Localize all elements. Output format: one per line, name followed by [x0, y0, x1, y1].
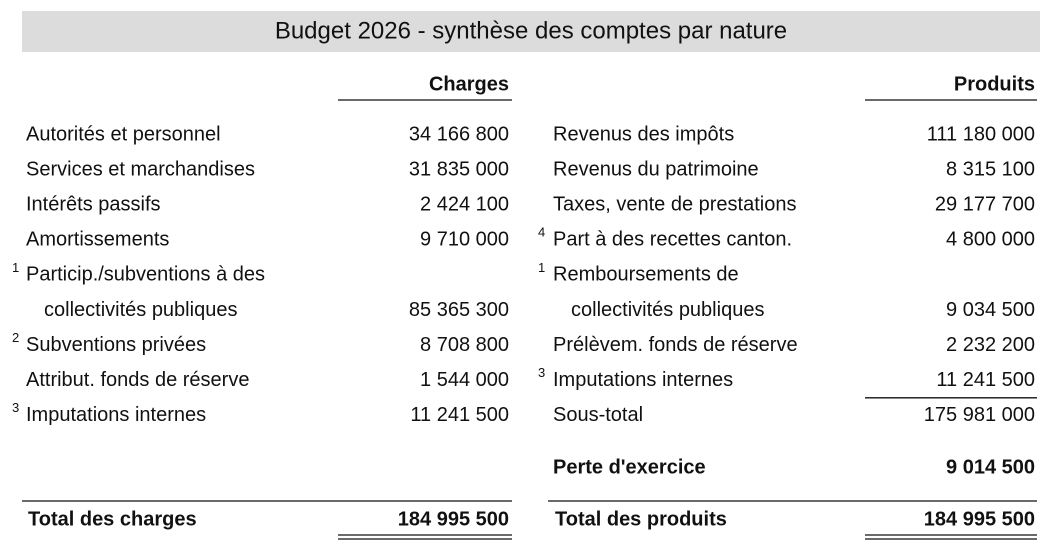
row-label: Taxes, vente de prestations — [553, 193, 796, 215]
row-label: Intérêts passifs — [26, 193, 161, 215]
row-amount: 2 232 200 — [946, 334, 1035, 356]
title-band — [22, 11, 1040, 52]
column-header: Charges — [429, 73, 509, 95]
footnote-ref: 4 — [538, 225, 545, 240]
title: Budget 2026 - synthèse des comptes par n… — [275, 17, 787, 44]
row-label: Imputations internes — [26, 404, 206, 426]
row-label: Subventions privées — [26, 334, 206, 356]
subtotal-label: Sous-total — [553, 404, 643, 426]
row-label: Revenus des impôts — [553, 123, 734, 145]
footnote-ref: 3 — [538, 365, 545, 380]
row-amount: 11 241 500 — [410, 404, 509, 426]
total-amount: 184 995 500 — [924, 508, 1035, 530]
total-label: Total des produits — [555, 508, 727, 530]
column-header: Produits — [954, 73, 1035, 95]
subtotal-amount: 175 981 000 — [924, 404, 1035, 426]
row-amount: 8 708 800 — [420, 334, 509, 356]
total-label: Total des charges — [28, 508, 197, 530]
footnote-ref: 2 — [12, 330, 19, 345]
row-amount: 111 180 000 — [927, 123, 1035, 145]
row-amount: 1 544 000 — [420, 369, 509, 391]
row-amount: 4 800 000 — [946, 229, 1035, 251]
row-amount: 8 315 100 — [946, 158, 1035, 180]
row-label: Remboursements de — [553, 264, 739, 286]
footnote-ref: 1 — [538, 260, 545, 275]
row-amount: 34 166 800 — [409, 123, 509, 145]
row-amount: 29 177 700 — [935, 193, 1035, 215]
row-label-continuation: collectivités publiques — [44, 299, 237, 321]
row-amount: 85 365 300 — [409, 299, 509, 321]
row-label: Part à des recettes canton. — [553, 229, 792, 251]
result-amount: 9 014 500 — [946, 456, 1035, 478]
row-amount: 31 835 000 — [409, 158, 509, 180]
row-label: Prélèvem. fonds de réserve — [553, 334, 798, 356]
row-label: Amortissements — [26, 229, 169, 251]
row-amount: 9 034 500 — [946, 299, 1035, 321]
row-label-continuation: collectivités publiques — [571, 299, 764, 321]
result-label: Perte d'exercice — [553, 456, 706, 478]
total-amount: 184 995 500 — [398, 508, 509, 530]
row-label: Imputations internes — [553, 369, 733, 391]
row-amount: 11 241 500 — [936, 369, 1035, 391]
row-label: Attribut. fonds de réserve — [26, 369, 249, 391]
row-label: Revenus du patrimoine — [553, 158, 759, 180]
footnote-ref: 1 — [12, 260, 19, 275]
row-amount: 2 424 100 — [420, 193, 509, 215]
footnote-ref: 3 — [12, 400, 19, 415]
row-label: Autorités et personnel — [26, 123, 221, 145]
row-label: Services et marchandises — [26, 158, 255, 180]
row-amount: 9 710 000 — [420, 229, 509, 251]
row-label: Particip./subventions à des — [26, 264, 265, 286]
